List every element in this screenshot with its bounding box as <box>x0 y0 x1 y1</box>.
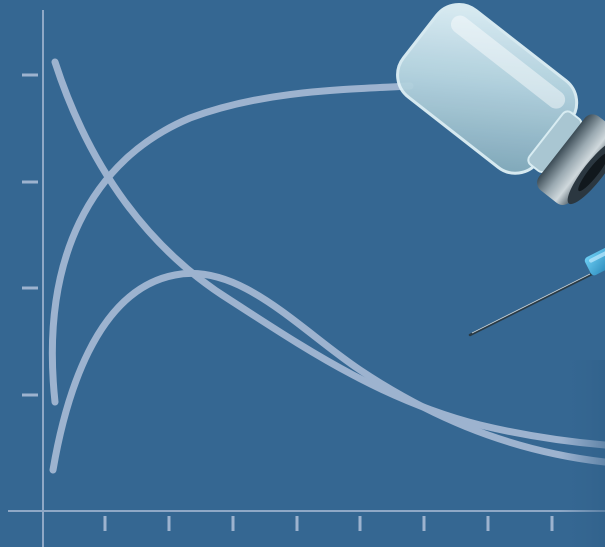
rising-saturation-curve <box>48 82 414 406</box>
needle <box>468 272 594 337</box>
vial-cap <box>537 114 605 205</box>
decay-curve <box>51 58 605 449</box>
curves <box>48 58 605 474</box>
axes <box>8 10 605 547</box>
right-edge-shade <box>560 360 605 547</box>
syringe-needle-icon <box>468 242 605 337</box>
y-axis-ticks <box>22 73 38 397</box>
vial-highlight <box>450 15 566 109</box>
x-axis-ticks <box>103 516 554 531</box>
needle-hub <box>584 242 605 276</box>
vial-icon <box>396 2 605 205</box>
absorption-elimination-curve <box>49 269 605 474</box>
